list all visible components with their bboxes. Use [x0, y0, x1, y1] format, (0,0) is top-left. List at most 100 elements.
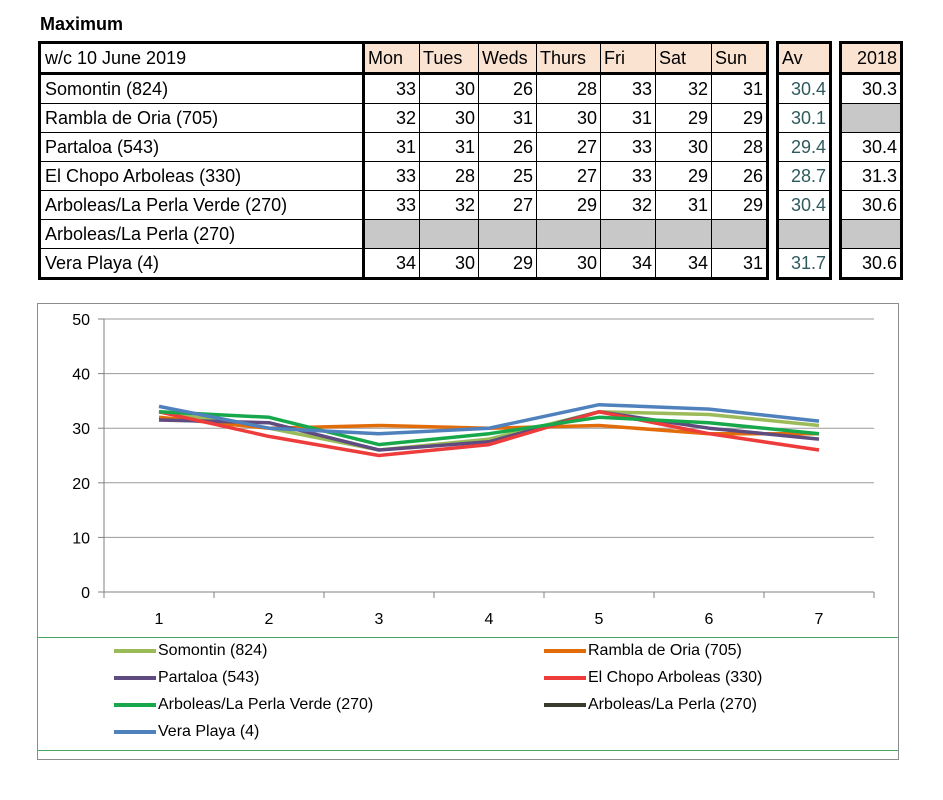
temp-cell: 33 — [600, 132, 656, 162]
temp-cell: 32 — [419, 190, 479, 220]
table-row: El Chopo Arboleas (330) 33 28 25 27 33 29 26 — [39, 161, 768, 191]
legend-item: Somontin (824) — [114, 642, 267, 660]
temp-cell — [363, 219, 420, 249]
av-header-row: Av — [777, 42, 831, 75]
day-header: Tues — [419, 42, 479, 75]
y-tick-label: 10 — [72, 530, 90, 547]
av-row: 30.4 — [777, 73, 831, 104]
temp-cell: 32 — [363, 103, 420, 133]
temp-cell: 25 — [478, 161, 537, 191]
temp-cell: 33 — [363, 190, 420, 220]
av-header: Av — [777, 42, 831, 75]
legend-item: Vera Playa (4) — [114, 723, 259, 741]
temp-cell: 31 — [600, 103, 656, 133]
temp-cell: 29 — [536, 190, 601, 220]
y2018-header: 2018 — [840, 42, 902, 75]
table-row: Partaloa (543) 31 31 26 27 33 30 28 — [39, 132, 768, 162]
av-row: 30.1 — [777, 103, 831, 133]
max-temp-table: w/c 10 June 2019 Mon Tues Weds Thurs Fri Sat Su… — [38, 41, 769, 280]
av-row: 29.4 — [777, 132, 831, 162]
temp-cell: 29 — [478, 248, 537, 279]
series-line — [158, 402, 820, 436]
legend-top-rule — [38, 637, 898, 638]
y2018-cell: 30.6 — [840, 190, 902, 220]
station-name: Rambla de Oria (705) — [39, 103, 365, 133]
temp-cell: 31 — [711, 73, 768, 104]
x-tick-label: 5 — [595, 611, 604, 628]
av-cell — [777, 219, 831, 249]
temp-cell: 31 — [655, 190, 712, 220]
av-cell: 29.4 — [777, 132, 831, 162]
temp-cell: 29 — [711, 190, 768, 220]
temp-cell: 31 — [419, 132, 479, 162]
station-name: Arboleas/La Perla Verde (270) — [39, 190, 365, 220]
y2018-cell: 31.3 — [840, 161, 902, 191]
y2018-cell: 30.4 — [840, 132, 902, 162]
y2018-cell: 30.6 — [840, 248, 902, 279]
legend-swatch — [114, 676, 156, 680]
station-name: El Chopo Arboleas (330) — [39, 161, 365, 191]
legend-item: Arboleas/La Perla (270) — [544, 696, 757, 714]
legend-swatch — [114, 649, 156, 653]
day-header: Mon — [363, 42, 420, 75]
temp-cell: 30 — [419, 73, 479, 104]
legend-swatch — [114, 703, 156, 707]
temp-cell: 31 — [478, 103, 537, 133]
av-cell: 31.7 — [777, 248, 831, 279]
station-name: Partaloa (543) — [39, 132, 365, 162]
y2018-row: 30.4 — [840, 132, 902, 162]
temp-cell: 31 — [711, 248, 768, 279]
table-row: Arboleas/La Perla (270) — [39, 219, 768, 249]
temp-cell: 33 — [600, 73, 656, 104]
temp-cell: 26 — [478, 132, 537, 162]
y2018-cell — [840, 219, 902, 249]
y2018-cell: 30.3 — [840, 73, 902, 104]
series-line — [158, 410, 820, 458]
x-tick-label: 6 — [705, 611, 714, 628]
av-cell: 30.4 — [777, 190, 831, 220]
y2018-row — [840, 103, 902, 133]
y2018-row — [840, 219, 902, 249]
av-row: 30.4 — [777, 190, 831, 220]
day-header: Thurs — [536, 42, 601, 75]
temp-cell: 34 — [363, 248, 420, 279]
legend-swatch — [114, 730, 156, 734]
av-row: 31.7 — [777, 248, 831, 279]
year-2018-column-table: 2018 30.3 30.4 31.3 30.6 30.6 — [839, 41, 903, 280]
temp-cell: 33 — [600, 161, 656, 191]
temp-cell: 34 — [655, 248, 712, 279]
week-label: w/c 10 June 2019 — [39, 42, 365, 75]
legend-label: Rambla de Oria (705) — [588, 642, 742, 659]
temp-cell: 27 — [536, 161, 601, 191]
temp-cell: 29 — [655, 161, 712, 191]
x-tick-label: 4 — [485, 611, 494, 628]
legend-bottom-rule — [38, 750, 898, 751]
table-row: Somontin (824) 33 30 26 28 33 32 31 — [39, 73, 768, 104]
station-name: Somontin (824) — [39, 73, 365, 104]
y-tick-label: 0 — [81, 585, 90, 602]
temp-cell: 28 — [711, 132, 768, 162]
series-line — [158, 410, 820, 452]
legend-label: El Chopo Arboleas (330) — [588, 669, 763, 686]
temp-cell: 30 — [655, 132, 712, 162]
av-cell: 30.4 — [777, 73, 831, 104]
y-tick-label: 50 — [72, 312, 90, 329]
av-cell: 30.1 — [777, 103, 831, 133]
table-row: Arboleas/La Perla Verde (270) 33 32 27 29 32 3… — [39, 190, 768, 220]
y-tick-label: 30 — [72, 421, 90, 438]
series-line — [158, 410, 820, 447]
legend-item: Arboleas/La Perla Verde (270) — [114, 696, 373, 714]
temp-cell: 30 — [536, 248, 601, 279]
temp-cell: 34 — [600, 248, 656, 279]
temp-cell: 28 — [536, 73, 601, 104]
x-tick-label: 2 — [265, 611, 274, 628]
chart-plot: 0 10 20 30 40 50 1 2 3 4 5 6 7 — [72, 312, 875, 628]
y2018-row: 30.3 — [840, 73, 902, 104]
y2018-row: 30.6 — [840, 248, 902, 279]
day-header: Sat — [655, 42, 712, 75]
x-tick-label: 3 — [375, 611, 384, 628]
table-header-row: w/c 10 June 2019 Mon Tues Weds Thurs Fri Sat Su… — [39, 42, 768, 75]
station-name: Arboleas/La Perla (270) — [39, 219, 365, 249]
temp-cell: 30 — [536, 103, 601, 133]
temp-cell: 30 — [419, 103, 479, 133]
